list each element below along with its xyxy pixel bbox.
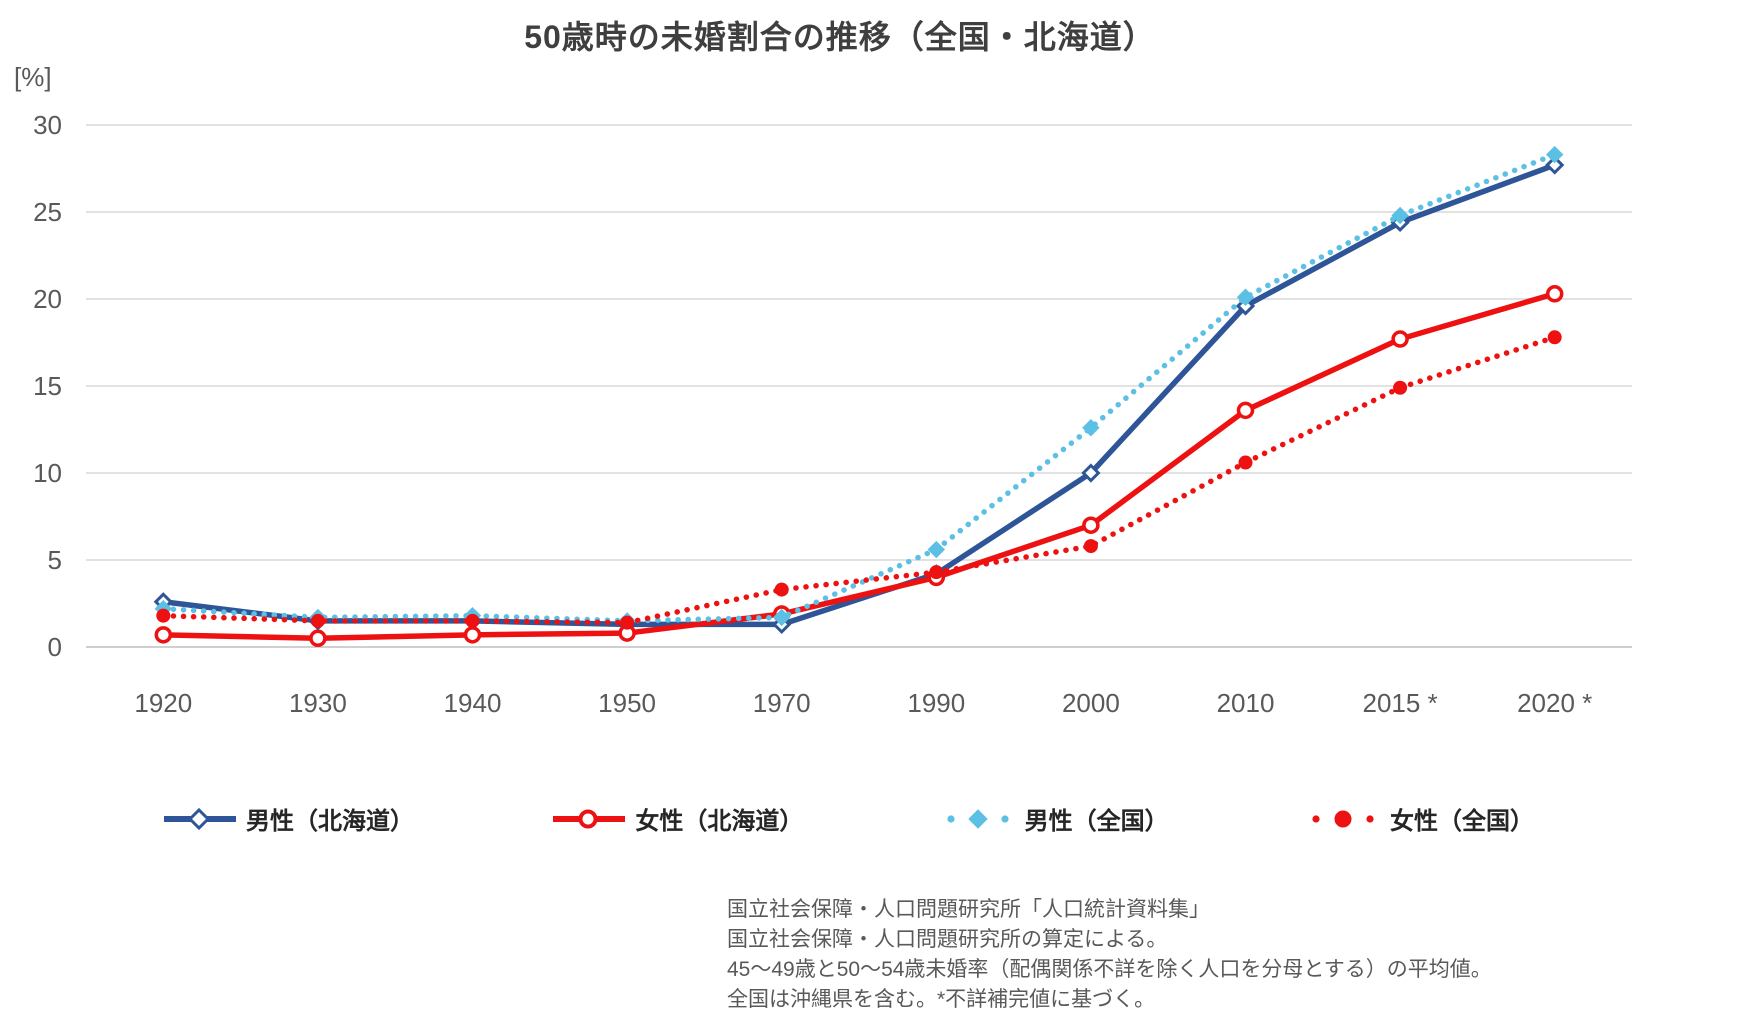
legend-label: 男性（北海道）	[246, 808, 414, 835]
y-tick-label: 25	[33, 197, 62, 227]
legend-label: 男性（全国）	[1024, 808, 1169, 835]
data-point-marker	[465, 613, 480, 628]
data-point-marker	[774, 582, 789, 597]
data-point-marker	[1393, 380, 1408, 395]
legend-marker-icon	[1312, 810, 1374, 827]
series-line	[163, 291, 1556, 642]
x-tick-label: 1970	[753, 688, 811, 718]
legend: 男性（北海道） 女性（北海道） 男性（全国） 女性（全国）	[162, 801, 1534, 836]
x-tick-label: 2010	[1217, 688, 1275, 718]
data-point-marker	[1236, 401, 1255, 420]
data-point-marker	[1081, 463, 1101, 483]
data-point-marker	[1545, 285, 1564, 303]
y-tick-label: 20	[33, 284, 62, 314]
legend-marker-icon	[947, 808, 1009, 829]
legend-item: 男性（北海道）	[162, 801, 414, 836]
legend-marker-icon	[553, 809, 626, 828]
legend-label: 女性（全国）	[1389, 808, 1534, 835]
data-point-marker	[309, 629, 327, 648]
x-tick-label: 2020 *	[1517, 688, 1592, 718]
data-point-marker	[1545, 155, 1565, 175]
note-line: 全国は沖縄県を含む。*不詳補完値に基づく。	[727, 988, 1156, 1011]
legend-marker-icon	[164, 807, 236, 830]
legend-item: 女性（北海道）	[551, 801, 803, 836]
data-point-marker	[1545, 145, 1564, 164]
data-point-marker	[927, 540, 946, 559]
y-axis-unit-label: [%]	[14, 62, 52, 92]
note-line: 国立社会保障・人口問題研究所「人口統計資料集」	[727, 898, 1210, 921]
y-tick-label: 5	[48, 545, 62, 575]
x-tick-label: 1920	[134, 688, 192, 718]
x-tick-label: 1990	[907, 688, 965, 718]
x-tick-label: 1930	[289, 688, 347, 718]
y-tick-label: 15	[33, 371, 62, 401]
x-tick-label: 2000	[1062, 688, 1120, 718]
data-point-marker	[310, 613, 325, 628]
data-point-marker	[1082, 516, 1100, 534]
series-line	[160, 334, 1558, 626]
data-point-marker	[1391, 206, 1409, 225]
note-line: 国立社会保障・人口問題研究所の算定による。	[727, 928, 1168, 951]
y-tick-label: 10	[33, 458, 62, 488]
data-point-marker	[1547, 330, 1562, 345]
data-point-marker	[1236, 288, 1255, 306]
series-line	[160, 151, 1558, 624]
data-point-marker	[772, 608, 791, 627]
y-tick-label: 0	[48, 632, 62, 662]
plot-area: 0 5 10 15 20 25 30 1920 1930 1940 1950 1970 1990 2000…	[33, 110, 1632, 718]
x-tick-label: 1950	[598, 688, 656, 718]
data-point-marker	[154, 626, 173, 644]
x-tick-label: 2015 *	[1363, 688, 1438, 718]
y-tick-label: 30	[33, 110, 62, 140]
legend-item: 女性（全国）	[1306, 801, 1534, 836]
chart-title: 50歳時の未婚割合の推移（全国・北海道）	[524, 19, 1156, 55]
note-line: 45～49歳と50～54歳未婚率（配偶関係不詳を除く人口を分母とする）の平均値。	[727, 958, 1492, 981]
data-point-marker	[1083, 539, 1098, 554]
x-tick-label: 1940	[444, 688, 502, 718]
data-point-marker	[620, 615, 635, 630]
series-line	[162, 162, 1556, 628]
data-point-marker	[463, 626, 482, 644]
legend-label: 女性（北海道）	[635, 808, 804, 835]
data-point-marker	[1391, 330, 1409, 348]
legend-item: 男性（全国）	[941, 801, 1169, 836]
data-point-marker	[1238, 455, 1253, 470]
data-point-marker	[929, 565, 944, 580]
source-notes: 国立社会保障・人口問題研究所「人口統計資料集」 国立社会保障・人口問題研究所の算…	[727, 895, 1492, 1015]
data-point-marker	[1082, 419, 1100, 437]
data-point-marker	[156, 608, 171, 623]
